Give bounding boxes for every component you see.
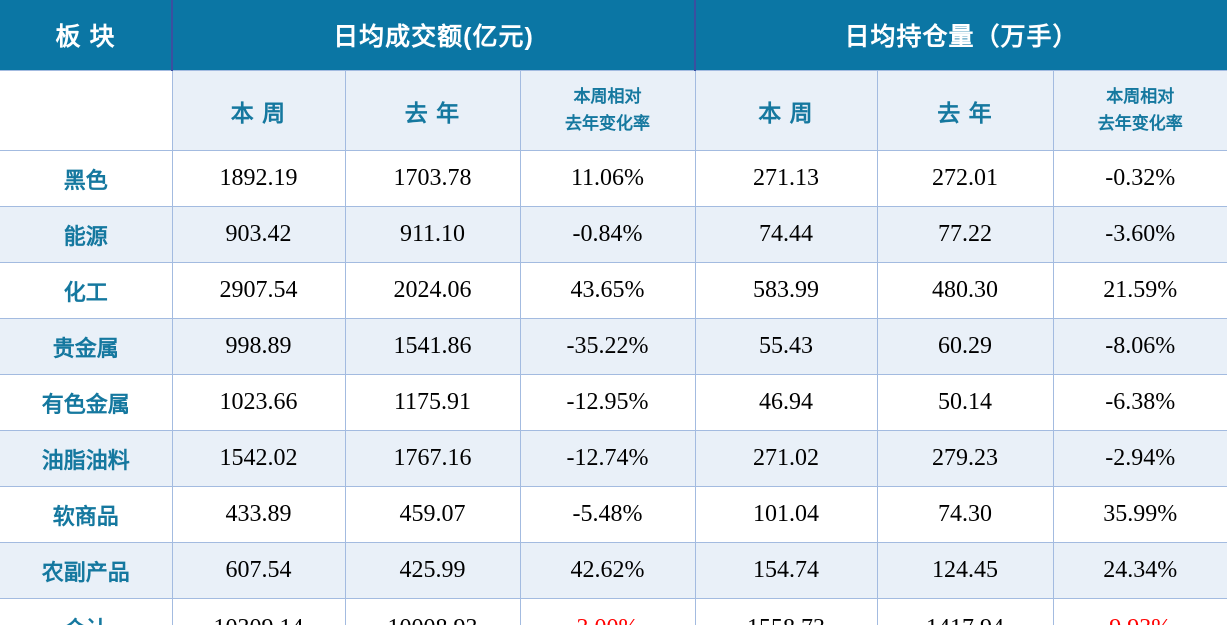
turnover-year-value: 459.07 (344, 486, 521, 543)
turnover-change-value: -35.22% (519, 318, 696, 375)
sector-label: 有色金属 (0, 374, 173, 431)
turnover-year-value: 1175.91 (344, 374, 521, 431)
group-title-daily-turnover: 日均成交额(亿元) (171, 0, 695, 71)
oi-week-value: 74.44 (694, 206, 878, 263)
turnover-year-value: 425.99 (344, 542, 521, 599)
turnover-week-value: 1542.02 (171, 430, 346, 487)
oi-change-value: -8.06% (1052, 318, 1227, 375)
oi-year-value: 77.22 (876, 206, 1054, 263)
oi-change-value: -2.94% (1052, 430, 1227, 487)
turnover-year-header: 去 年 (344, 70, 521, 151)
turnover-week-value: 607.54 (171, 542, 346, 599)
sector-label: 能源 (0, 206, 173, 263)
oi-change-value: -0.32% (1052, 150, 1227, 207)
turnover-year-value: 1767.16 (344, 430, 521, 487)
turnover-week-total: 10309.14 (171, 598, 346, 625)
turnover-change-value: 42.62% (519, 542, 696, 599)
oi-year-header: 去 年 (876, 70, 1054, 151)
sub-header-row: 本 周 去 年 本周相对去年变化率 本 周 去 年 本周相对去年变化率 (0, 70, 1227, 151)
sector-label: 黑色 (0, 150, 173, 207)
sector-label: 贵金属 (0, 318, 173, 375)
turnover-year-value: 2024.06 (344, 262, 521, 319)
oi-change-value: 35.99% (1052, 486, 1227, 543)
table-row-agricultural-byproducts: 农副产品 607.54 425.99 42.62% 154.74 124.45 … (0, 542, 1227, 599)
turnover-change-value: 43.65% (519, 262, 696, 319)
sector-label: 油脂油料 (0, 430, 173, 487)
sector-label: 软商品 (0, 486, 173, 543)
sector-subheader-empty-cell (0, 70, 173, 151)
oi-week-value: 101.04 (694, 486, 878, 543)
table-row-nonferrous-metals: 有色金属 1023.66 1175.91 -12.95% 46.94 50.14… (0, 374, 1227, 431)
table-row-precious-metals: 贵金属 998.89 1541.86 -35.22% 55.43 60.29 -… (0, 318, 1227, 375)
turnover-week-value: 433.89 (171, 486, 346, 543)
oi-change-value: -6.38% (1052, 374, 1227, 431)
table-row-oils-oilseeds: 油脂油料 1542.02 1767.16 -12.74% 271.02 279.… (0, 430, 1227, 487)
turnover-year-value: 1703.78 (344, 150, 521, 207)
oi-year-value: 279.23 (876, 430, 1054, 487)
oi-year-value: 124.45 (876, 542, 1054, 599)
oi-year-value: 272.01 (876, 150, 1054, 207)
oi-week-value: 271.02 (694, 430, 878, 487)
table-row-energy: 能源 903.42 911.10 -0.84% 74.44 77.22 -3.6… (0, 206, 1227, 263)
turnover-week-value: 2907.54 (171, 262, 346, 319)
turnover-change-value: -12.95% (519, 374, 696, 431)
oi-change-value: -3.60% (1052, 206, 1227, 263)
oi-week-value: 271.13 (694, 150, 878, 207)
group-title-daily-open-interest: 日均持仓量（万手） (693, 0, 1227, 71)
turnover-change-value: -5.48% (519, 486, 696, 543)
oi-year-value: 50.14 (876, 374, 1054, 431)
oi-year-value: 60.29 (876, 318, 1054, 375)
turnover-change-value: -12.74% (519, 430, 696, 487)
oi-week-value: 55.43 (694, 318, 878, 375)
oi-change-value: 24.34% (1052, 542, 1227, 599)
oi-week-value: 46.94 (694, 374, 878, 431)
table-row-black: 黑色 1892.19 1703.78 11.06% 271.13 272.01 … (0, 150, 1227, 207)
oi-year-value: 74.30 (876, 486, 1054, 543)
table-row-chemicals: 化工 2907.54 2024.06 43.65% 583.99 480.30 … (0, 262, 1227, 319)
oi-year-total: 1417.94 (876, 598, 1054, 625)
table-row-total: 合计 10309.14 10008.93 3.00% 1558.73 1417.… (0, 598, 1227, 625)
oi-year-value: 480.30 (876, 262, 1054, 319)
turnover-week-value: 1892.19 (171, 150, 346, 207)
oi-week-header: 本 周 (694, 70, 878, 151)
oi-change-header-line1: 本周相对 (1106, 87, 1175, 107)
turnover-week-value: 903.42 (171, 206, 346, 263)
oi-week-total: 1558.73 (694, 598, 878, 625)
title-band-row: 板 块 日均成交额(亿元) 日均持仓量（万手） (0, 0, 1227, 71)
turnover-change-value: 11.06% (519, 150, 696, 207)
sector-label: 农副产品 (0, 542, 173, 599)
turnover-change-header: 本周相对 去年变化率 (519, 70, 696, 151)
turnover-change-value: -0.84% (519, 206, 696, 263)
turnover-change-header-line2: 去年变化率 (565, 113, 650, 133)
turnover-week-header: 本 周 (171, 70, 346, 151)
sector-column-title: 板 块 (0, 0, 172, 71)
oi-week-value: 583.99 (694, 262, 878, 319)
sector-label: 化工 (0, 262, 173, 319)
table-row-soft-commodities: 软商品 433.89 459.07 -5.48% 101.04 74.30 35… (0, 486, 1227, 543)
turnover-change-header-line1: 本周相对 (573, 87, 642, 107)
oi-change-header-line2: 去年变化率 (1097, 113, 1183, 133)
turnover-year-value: 1541.86 (344, 318, 521, 375)
total-label: 合计 (0, 598, 173, 625)
oi-change-total: 9.93% (1052, 598, 1227, 625)
oi-change-value: 21.59% (1052, 262, 1227, 319)
turnover-week-value: 998.89 (171, 318, 346, 375)
oi-change-header: 本周相对 去年变化率 (1052, 70, 1227, 151)
turnover-week-value: 1023.66 (171, 374, 346, 431)
oi-week-value: 154.74 (694, 542, 878, 599)
turnover-change-total: 3.00% (519, 598, 696, 625)
turnover-year-value: 911.10 (344, 206, 521, 263)
turnover-year-total: 10008.93 (344, 598, 521, 625)
